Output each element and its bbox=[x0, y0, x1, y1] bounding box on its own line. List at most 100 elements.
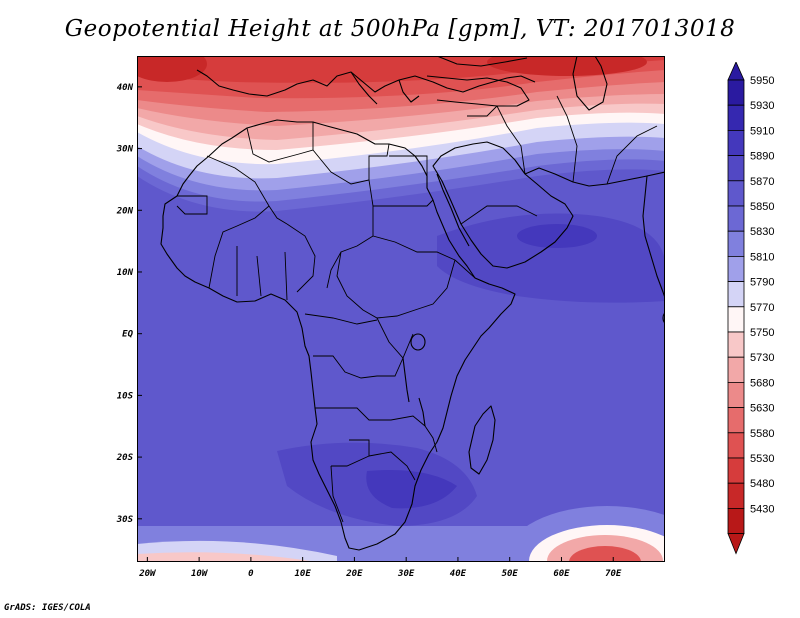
colorbar-cell-10 bbox=[727, 331, 745, 358]
field-nw-low bbox=[137, 56, 207, 82]
arabia-coast bbox=[432, 141, 574, 269]
map-title: Geopotential Height at 500hPa [gpm], VT:… bbox=[64, 16, 736, 42]
border-28 bbox=[496, 105, 526, 175]
border-7 bbox=[373, 199, 434, 207]
lat-tick-label-4: EQ bbox=[122, 330, 133, 340]
colorbar-cell-5 bbox=[727, 205, 745, 232]
border-3 bbox=[246, 122, 314, 163]
colorbar-label-11: 5730 bbox=[750, 352, 774, 364]
colorbar-label-4: 5870 bbox=[750, 176, 774, 188]
border-14 bbox=[284, 251, 288, 301]
border-2 bbox=[206, 155, 288, 225]
colorbar-top-arrow bbox=[727, 62, 745, 81]
lon-tick-label-0: 20W bbox=[138, 569, 157, 579]
colorbar-cell-9 bbox=[727, 306, 745, 333]
colorbar-label-1: 5930 bbox=[750, 100, 774, 112]
border-6 bbox=[389, 155, 428, 176]
border-26 bbox=[606, 125, 658, 185]
colorbar-cell-1 bbox=[727, 104, 745, 131]
border-11 bbox=[336, 251, 456, 319]
turkey-coast bbox=[426, 75, 530, 107]
lon-tick-label-9: 70E bbox=[605, 569, 622, 579]
black-sea-coast bbox=[436, 56, 528, 67]
colorbar-bottom-arrow bbox=[727, 533, 745, 555]
colorbar-cell-3 bbox=[727, 155, 745, 182]
lat-tick-label-3: 10N bbox=[117, 268, 134, 278]
border-25 bbox=[556, 95, 578, 183]
colorbar-cell-7 bbox=[727, 255, 745, 282]
band-5480 bbox=[487, 56, 647, 76]
colorbar-cell-12 bbox=[727, 381, 745, 408]
colorbar-cell-15 bbox=[727, 457, 745, 484]
colorbar-cell-13 bbox=[727, 407, 745, 434]
colorbar-label-10: 5750 bbox=[750, 327, 774, 339]
field-arabia-high bbox=[437, 213, 665, 303]
colorbar-cell-11 bbox=[727, 356, 745, 383]
lake-tanganyika bbox=[402, 357, 410, 403]
colorbar-label-6: 5830 bbox=[750, 226, 774, 238]
lat-tick-label-0: 40N bbox=[117, 83, 134, 93]
sri-lanka bbox=[662, 312, 665, 324]
caspian-coast bbox=[572, 56, 608, 111]
colorbar-cell-16 bbox=[727, 482, 745, 509]
border-22 bbox=[424, 425, 438, 453]
border-9 bbox=[208, 205, 270, 289]
lon-tick-label-1: 10W bbox=[191, 569, 209, 579]
iran-coast bbox=[524, 167, 665, 187]
border-10 bbox=[286, 223, 316, 293]
lake-malawi bbox=[418, 397, 426, 427]
colorbar-label-2: 5910 bbox=[750, 125, 774, 137]
colorbar-label-3: 5890 bbox=[750, 151, 774, 163]
madagascar-coast bbox=[468, 405, 496, 475]
africa-coast bbox=[160, 119, 516, 551]
lat-tick-label-6: 20S bbox=[116, 453, 134, 463]
border-8 bbox=[372, 235, 456, 261]
colorbar-label-13: 5630 bbox=[750, 403, 774, 415]
lon-tick-label-6: 40E bbox=[450, 569, 467, 579]
lake-victoria bbox=[410, 333, 426, 351]
border-17 bbox=[376, 317, 414, 359]
grads-credit: GrADS: IGES/COLA bbox=[4, 603, 91, 613]
lon-tick-label-8: 60E bbox=[553, 569, 570, 579]
lat-tick-label-7: 30S bbox=[116, 515, 134, 525]
lat-tick-label-2: 20N bbox=[116, 206, 134, 216]
lon-tick-label-2: 0 bbox=[248, 569, 254, 579]
border-15 bbox=[304, 313, 378, 325]
italy-coast bbox=[350, 71, 378, 105]
map-panel: 40N 30N 20N 10N EQ 10S 20S 30S 20W 10W 0 10E 20E 30E… bbox=[116, 56, 665, 579]
border-23 bbox=[454, 259, 490, 285]
field-south-pink bbox=[137, 552, 317, 562]
field-south-high-core bbox=[366, 470, 457, 509]
lat-tick-label-1: 30N bbox=[116, 145, 134, 155]
colorbar-label-17: 5430 bbox=[750, 503, 774, 515]
colorbar-cell-4 bbox=[727, 180, 745, 207]
map-frame bbox=[137, 56, 665, 562]
colorbar-cell-17 bbox=[727, 507, 745, 534]
colorbar-label-5: 5850 bbox=[750, 201, 774, 213]
europe-coast bbox=[196, 69, 536, 97]
colorbar-cell-8 bbox=[727, 281, 745, 308]
lon-tick-label-4: 20E bbox=[345, 569, 363, 579]
colorbar-cell-0 bbox=[727, 79, 745, 106]
border-13 bbox=[256, 255, 262, 297]
colorbar-cell-14 bbox=[727, 432, 745, 459]
india-coast bbox=[642, 175, 665, 299]
colorbar-label-0: 5950 bbox=[750, 75, 774, 87]
colorbar-label-15: 5530 bbox=[750, 453, 774, 465]
country-borders bbox=[176, 95, 658, 523]
coastlines bbox=[160, 56, 665, 551]
colorbar: 5950 5930 5910 5890 5870 5850 5830 5810 5790 5770… bbox=[727, 62, 774, 555]
lat-tick-label-5: 10S bbox=[117, 391, 134, 401]
border-1 bbox=[176, 195, 208, 215]
height-field bbox=[137, 56, 665, 562]
field-se-red bbox=[569, 546, 641, 562]
border-24 bbox=[460, 205, 538, 225]
border-21 bbox=[330, 465, 344, 523]
colorbar-label-12: 5680 bbox=[750, 377, 774, 389]
longitude-axis: 20W 10W 0 10E 20E 30E 40E 50E 60E 70E bbox=[138, 557, 622, 579]
red-sea bbox=[436, 173, 470, 247]
colorbar-label-7: 5810 bbox=[750, 251, 774, 263]
lon-tick-label-3: 10E bbox=[295, 569, 312, 579]
border-27 bbox=[467, 105, 498, 117]
border-18 bbox=[315, 407, 426, 427]
